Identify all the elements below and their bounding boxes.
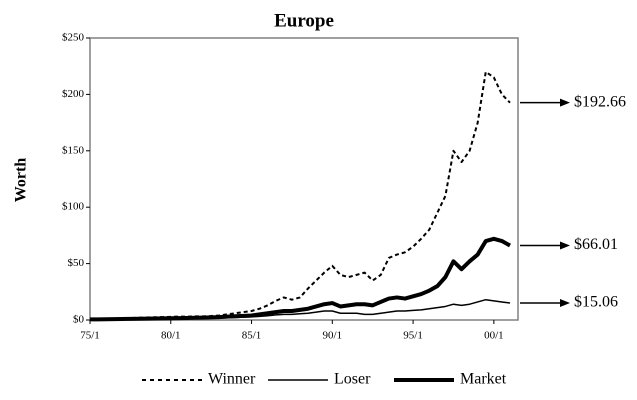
legend-label: Winner xyxy=(208,371,256,388)
y-tick-label: $50 xyxy=(68,257,85,269)
arrow-head xyxy=(560,98,570,107)
y-tick-label: $150 xyxy=(62,144,85,156)
y-tick-label: $200 xyxy=(62,88,85,100)
series-line xyxy=(89,70,511,320)
end-label: $15.06 xyxy=(574,294,618,311)
arrow-head xyxy=(560,241,570,250)
x-tick-label: 00/1 xyxy=(484,330,504,342)
legend-label: Loser xyxy=(334,371,371,388)
end-label: $66.01 xyxy=(574,236,618,253)
chart-title: Europe xyxy=(274,10,334,31)
y-tick-label: $250 xyxy=(62,32,85,44)
y-tick-label: $100 xyxy=(62,201,85,213)
x-tick-label: 90/1 xyxy=(323,330,343,342)
x-tick-label: 95/1 xyxy=(403,330,423,342)
x-tick-label: 75/1 xyxy=(80,330,100,342)
arrow-head xyxy=(560,299,570,308)
x-tick-label: 80/1 xyxy=(161,330,181,342)
y-tick-label: $0 xyxy=(73,314,85,326)
y-axis-label: Worth xyxy=(13,158,30,203)
series-line xyxy=(89,236,511,322)
legend-label: Market xyxy=(460,371,507,388)
plot-frame xyxy=(89,37,519,321)
x-tick-label: 85/1 xyxy=(242,330,262,342)
end-label: $192.66 xyxy=(574,93,626,110)
